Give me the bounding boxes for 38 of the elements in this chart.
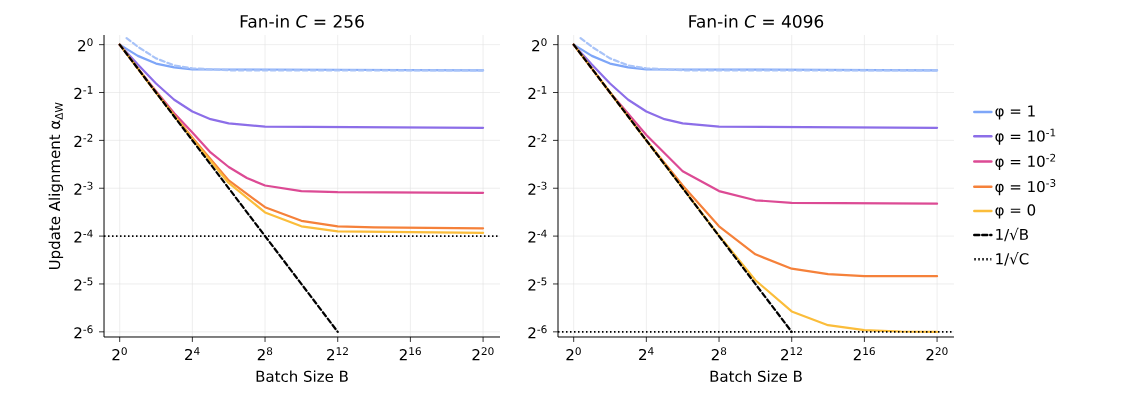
x-tick-label: 2$^{8}$: [257, 347, 273, 361]
y-tick-label: 2$^{0}$: [78, 38, 93, 52]
x-tick-label: 2$^{20}$: [926, 347, 948, 361]
y-tick-label: 2$^{-4}$: [74, 229, 93, 243]
x-tick-label: 2$^{8}$: [711, 347, 727, 361]
legend-label: φ = 1: [995, 105, 1035, 120]
chart-title: Fan-in C = 256: [240, 14, 364, 28]
x-tick-label: 2$^{16}$: [399, 347, 421, 361]
legend-label: 1/√B: [996, 227, 1028, 242]
y-axis-title: Update Alignment α$_{ΔW}$: [48, 102, 64, 270]
legend-label: 1/√C: [996, 252, 1029, 266]
legend-label: φ = 0: [995, 204, 1036, 219]
legend-label: φ = 10$^{-2}$: [995, 153, 1056, 170]
legend-label: φ = 10$^{-1}$: [995, 128, 1056, 145]
x-tick-label: 2$^{4}$: [185, 347, 200, 361]
x-tick-label: 2$^{0}$: [112, 347, 127, 361]
x-tick-label: 2$^{12}$: [327, 347, 348, 361]
chart-title: Fan-in C = 4096: [689, 14, 824, 28]
x-axis-title: Batch Size B: [256, 370, 348, 383]
y-tick-label: 2$^{-2}$: [74, 133, 93, 147]
x-axis-title: Batch Size B: [710, 370, 802, 383]
x-tick-label: 2$^{12}$: [781, 347, 802, 361]
y-tick-label: 2$^{-5}$: [528, 277, 547, 291]
x-tick-label: 2$^{4}$: [639, 347, 654, 361]
x-tick-label: 2$^{0}$: [566, 347, 581, 361]
y-tick-label: 2$^{-2}$: [528, 133, 547, 147]
y-tick-label: 2$^{-6}$: [528, 325, 547, 339]
y-tick-label: 2$^{-6}$: [74, 325, 93, 339]
legend-label: φ = 10$^{-3}$: [995, 179, 1056, 196]
y-tick-label: 2$^{-1}$: [74, 86, 93, 99]
y-tick-label: 2$^{-3}$: [528, 181, 547, 195]
y-tick-label: 2$^{-5}$: [74, 277, 93, 291]
y-tick-label: 2$^{-4}$: [528, 229, 547, 243]
y-tick-label: 2$^{0}$: [532, 38, 547, 52]
x-tick-label: 2$^{20}$: [472, 347, 494, 361]
y-tick-label: 2$^{-3}$: [74, 181, 93, 195]
y-tick-label: 2$^{-1}$: [528, 86, 547, 99]
x-tick-label: 2$^{16}$: [853, 347, 875, 361]
